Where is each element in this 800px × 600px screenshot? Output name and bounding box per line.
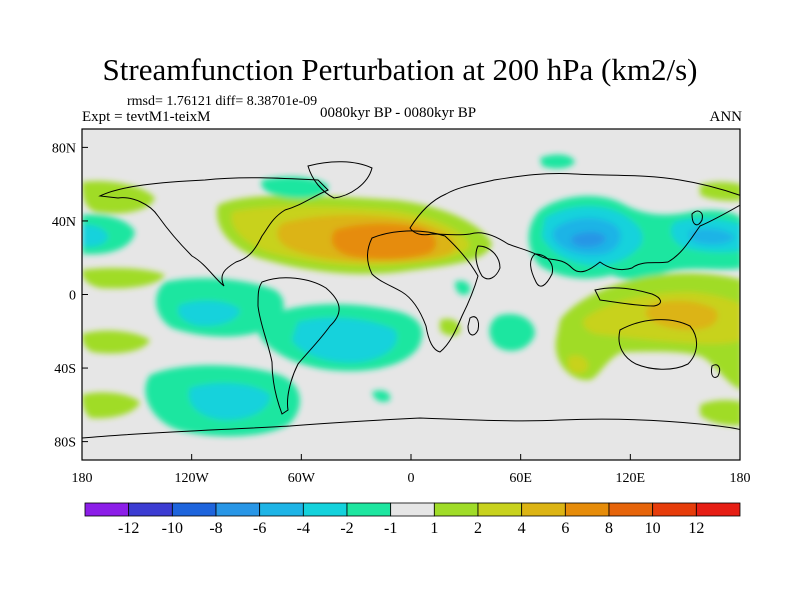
season-label: ANN (709, 109, 743, 125)
colorbar: -12 -10 -8 -6 -4 -2 -1 1 2 4 6 8 10 12 (84, 502, 741, 537)
colorbar-label: -6 (253, 520, 266, 537)
coast-arabia-india (475, 245, 501, 280)
y-axis: 80N 40N 0 40S 80S (52, 141, 88, 451)
colorbar-label: -1 (384, 520, 397, 537)
colorbar-swatch (564, 502, 610, 517)
contour-asia-6 (571, 231, 606, 248)
coast-australia (618, 319, 697, 370)
coast-africa (367, 230, 479, 353)
colorbar-swatch (695, 502, 741, 517)
coast-greenland (307, 161, 373, 199)
coast-new-zealand (711, 364, 721, 379)
colorbar-swatch (302, 502, 348, 517)
contour-pacific-4 (688, 228, 735, 245)
contour-east-pacific-positive (82, 267, 165, 289)
colorbar-label: -2 (340, 520, 353, 537)
x-axis: 180 120W 60W 0 60E 120E 180 (72, 454, 751, 486)
period-label: 0080kyr BP - 0080kyr BP (320, 105, 477, 121)
y-tick-label: 80N (52, 141, 76, 156)
coast-north-america (98, 177, 329, 287)
coast-japan (691, 210, 703, 226)
y-tick-label: 40N (52, 215, 76, 230)
coast-antarctica (82, 417, 740, 439)
x-tick-label: 180 (72, 471, 93, 486)
coast-madagascar (467, 316, 479, 336)
contour-north-pacific-positive (82, 180, 155, 214)
colorbar-label: -8 (209, 520, 222, 537)
contour-sw-pacific-4 (645, 300, 718, 330)
colorbar-label: 6 (561, 520, 569, 537)
contour-south-atlantic-2 (292, 317, 397, 363)
coast-eurasia (409, 172, 740, 273)
contour-north-pacific-2 (82, 224, 108, 247)
colorbar-swatch (477, 502, 523, 517)
colorbar-swatch (84, 502, 130, 517)
colorbar-swatch (215, 502, 261, 517)
colorbar-swatch (390, 502, 435, 517)
contour-southern-ocean-2 (189, 383, 270, 420)
colorbar-label: 2 (474, 520, 482, 537)
colorbar-swatch (608, 502, 654, 517)
colorbar-swatch (521, 502, 566, 517)
x-tick-label: 60E (509, 471, 532, 486)
colorbar-label: -10 (162, 520, 183, 537)
colorbar-swatch (433, 502, 479, 517)
coast-indonesia (594, 287, 661, 307)
y-tick-label: 40S (54, 362, 76, 377)
contour-fill-layer (82, 154, 740, 437)
colorbar-label: 1 (430, 520, 438, 537)
contour-tropical-pacific-2 (178, 300, 240, 326)
x-tick-label: 0 (408, 471, 415, 486)
contour-south-small (568, 355, 589, 374)
colorbar-label: -4 (297, 520, 310, 537)
colorbar-swatch (128, 502, 173, 517)
x-tick-label: 60W (288, 471, 316, 486)
colorbar-swatch (259, 502, 304, 517)
contour-sw-atlantic-positive (82, 330, 150, 354)
x-tick-label: 180 (730, 471, 751, 486)
coast-india (530, 253, 554, 287)
map-title: Streamfunction Perturbation at 200 hPa (… (102, 52, 698, 87)
contour-south-pacific-positive (82, 392, 140, 419)
y-tick-label: 80S (54, 436, 76, 451)
contour-south-indian-negative (372, 390, 391, 402)
colorbar-label: 4 (518, 520, 526, 537)
colorbar-swatch (346, 502, 392, 517)
experiment-label: Expt = tevtM1-teixM (82, 109, 211, 125)
colorbar-label: 12 (688, 520, 704, 537)
colorbar-label: -12 (118, 520, 139, 537)
contour-atlantic-6 (331, 223, 436, 260)
stats-line: rmsd= 1.76121 diff= 8.38701e-09 (127, 94, 318, 109)
colorbar-label: 10 (645, 520, 661, 537)
contour-arctic-negative-b (540, 154, 575, 169)
x-tick-label: 120W (175, 471, 210, 486)
colorbar-swatch (171, 502, 217, 517)
coastline-layer (82, 161, 740, 439)
coast-south-america (257, 277, 340, 415)
x-tick-label: 120E (616, 471, 646, 486)
colorbar-label: 8 (605, 520, 613, 537)
y-tick-label: 0 (69, 289, 76, 304)
colorbar-swatch (652, 502, 697, 517)
contour-arctic-negative (261, 176, 329, 199)
contour-se-pacific-positive (700, 400, 740, 426)
contour-arabia-negative (455, 280, 471, 295)
contour-east-africa-negative (489, 314, 535, 351)
